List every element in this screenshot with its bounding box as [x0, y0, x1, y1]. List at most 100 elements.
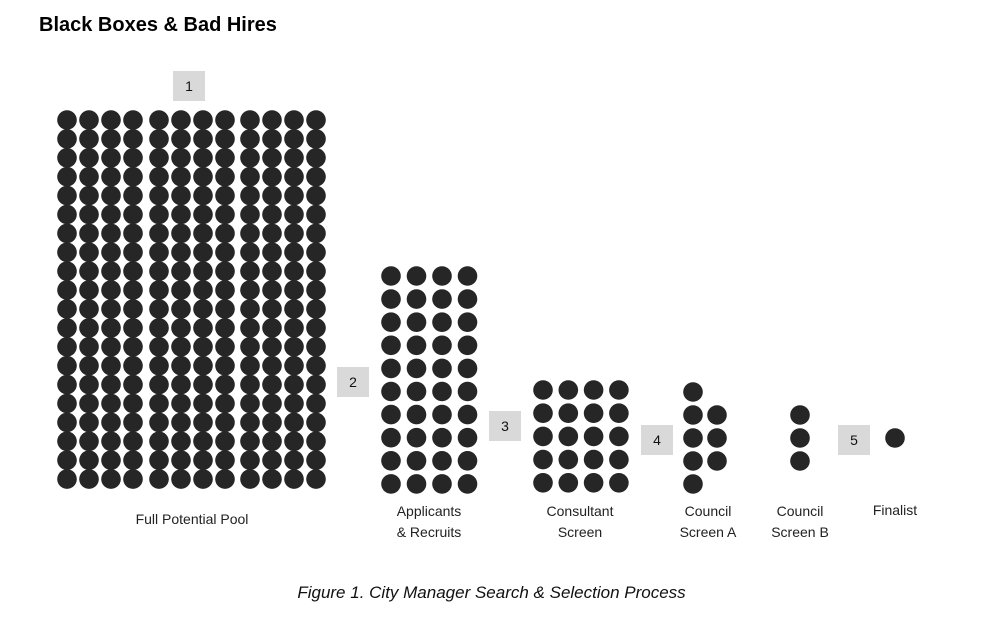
stage-1-dot: [215, 469, 235, 489]
step-marker-5: 5: [838, 425, 870, 455]
stage-1-dot: [79, 374, 99, 395]
stage-1-dot: [101, 393, 121, 414]
stage-1-dot: [262, 280, 282, 300]
stage-1-dot: [57, 129, 77, 149]
stage-2-dot: [457, 312, 478, 333]
stage-1-dot: [123, 223, 143, 244]
stage-1-dot: [240, 166, 260, 187]
stage-1-dot: [101, 261, 121, 282]
stage-1-dot: [149, 223, 169, 244]
stage-1-dot: [215, 450, 235, 471]
stage-1-dot: [101, 148, 121, 168]
stage-2-dot: [432, 404, 452, 425]
stage-1-dot: [171, 185, 191, 206]
stage-1-dot: [79, 355, 99, 376]
stage-1-dot: [57, 185, 77, 206]
stage-label-finalist: Finalist: [872, 502, 918, 518]
stage-1-dot: [193, 469, 213, 489]
stage-2-dot: [432, 335, 452, 356]
stage-1-dot: [284, 242, 304, 263]
stage-2-dot: [381, 474, 401, 494]
stage-1-dot: [123, 110, 143, 130]
stage-1-dot: [123, 450, 143, 471]
stage-2-dot: [432, 427, 452, 448]
stage-1-dot: [240, 469, 260, 489]
stage-1-dot: [123, 412, 143, 433]
stage-1-dot: [215, 431, 235, 452]
stage-1-dot: [193, 129, 213, 149]
stage-1-dot: [57, 242, 77, 263]
stage-1-dot: [262, 223, 282, 244]
stage-1-dot: [284, 166, 304, 187]
stage-3-dot: [558, 449, 579, 470]
stage-1-dot: [123, 129, 143, 149]
stage-1-dot: [149, 318, 169, 338]
stage-1-dot: [193, 412, 213, 433]
stage-2-dot: [457, 335, 478, 356]
stage-1-dot: [240, 242, 260, 263]
stage-1-dot: [215, 166, 235, 187]
stage-1-dot: [306, 261, 326, 282]
stage-1-dot: [240, 148, 260, 168]
stage-1-dot: [262, 204, 282, 225]
step-marker-3: 3: [489, 411, 521, 441]
stage-1-dot: [215, 148, 235, 168]
stage-1-dot: [101, 129, 121, 149]
stage-1-dot: [123, 204, 143, 225]
stage-1-dot: [240, 280, 260, 300]
stage-1-dot: [215, 355, 235, 376]
stage-2-dot: [406, 358, 427, 379]
stage-3-dot: [583, 449, 604, 470]
stage-1-dot: [215, 299, 235, 319]
stage-1-dot: [262, 129, 282, 149]
stage-1-dot: [79, 166, 99, 187]
stage-2-dot: [381, 266, 401, 286]
stage-2-dot: [406, 404, 427, 425]
stage-2-dot: [406, 381, 427, 402]
stage-1-dot: [240, 374, 260, 395]
stage-1-dot: [123, 166, 143, 187]
stage-2-dot: [432, 474, 452, 494]
stage-1-dot: [57, 110, 77, 130]
stage-1-dot: [149, 393, 169, 414]
stage-1-dot: [57, 318, 77, 338]
stage-1-dot: [171, 337, 191, 357]
stage-1-dot: [284, 318, 304, 338]
stage-1-dot: [193, 280, 213, 300]
stage-4-dot: [683, 474, 703, 494]
stage-1-dot: [149, 148, 169, 168]
stage-5-dot: [790, 451, 810, 471]
stage-1-dot: [149, 450, 169, 471]
stage-1-dot: [123, 185, 143, 206]
stage-1-dot: [262, 355, 282, 376]
stage-1-dot: [101, 166, 121, 187]
stage-2-dot: [406, 474, 427, 494]
stage-1-dot: [171, 450, 191, 471]
stage-1-dot: [101, 355, 121, 376]
stage-3-dot: [583, 380, 604, 400]
stage-4-dot: [707, 428, 727, 448]
stage-2-dot: [432, 381, 452, 402]
stage-1-dot: [240, 129, 260, 149]
stage-3-dot: [558, 473, 579, 493]
stage-1-dot: [171, 129, 191, 149]
stage-1-dot: [240, 355, 260, 376]
stage-1-dot: [215, 242, 235, 263]
stage-2-dot: [457, 427, 478, 448]
stage-1-dot: [193, 261, 213, 282]
stage-1-dot: [284, 129, 304, 149]
stage-1-dot: [79, 299, 99, 319]
stage-3-dot: [558, 380, 579, 400]
stage-1-dot: [306, 318, 326, 338]
stage-1-dot: [306, 280, 326, 300]
stage-1-dot: [171, 166, 191, 187]
stage-1-dot: [79, 337, 99, 357]
stage-1-dot: [101, 450, 121, 471]
stage-1-dot: [149, 110, 169, 130]
stage-1-dot: [262, 318, 282, 338]
stage-1-dot: [284, 337, 304, 357]
stage-1-dot: [306, 204, 326, 225]
stage-1-dot: [149, 129, 169, 149]
stage-1-dot: [149, 166, 169, 187]
